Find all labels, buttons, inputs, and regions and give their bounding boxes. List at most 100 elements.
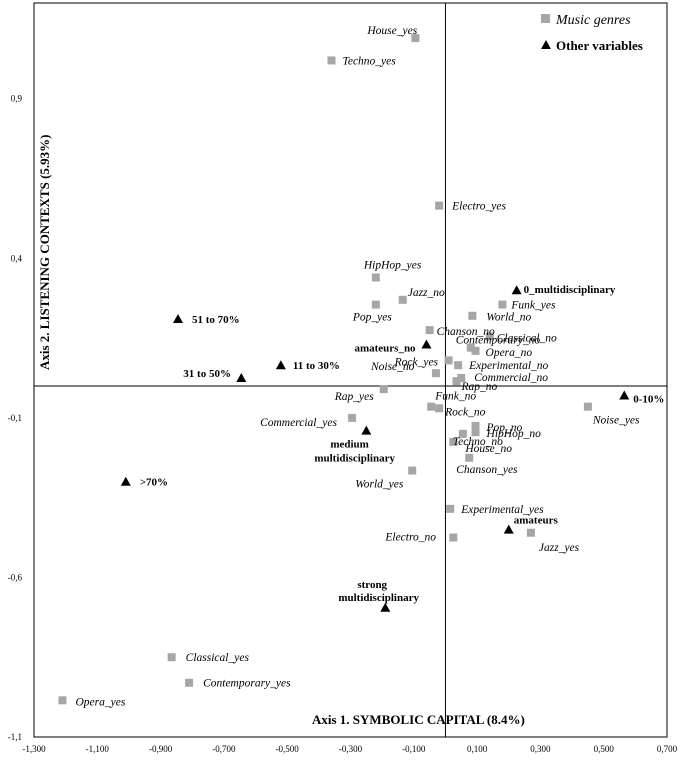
genre-label-hiphop-yes: HipHop_yes bbox=[363, 259, 422, 271]
genre-point-electro-yes bbox=[435, 201, 444, 210]
genre-label-techno-yes: Techno_yes bbox=[343, 55, 397, 67]
x-tick-label: 0,100 bbox=[467, 744, 488, 754]
point-labels: House_yes Techno_yes Electro_yes HipHop_yes… bbox=[75, 25, 664, 708]
x-tick-label: 0,300 bbox=[530, 744, 551, 754]
genre-label-classical-yes: Classical_yes bbox=[186, 652, 250, 664]
genre-label-electro-no: Electro_no bbox=[384, 532, 436, 544]
variable-label-70: >70% bbox=[140, 477, 168, 489]
genre-label-jazz-no: Jazz_no bbox=[408, 287, 445, 299]
genre-point-opera-no bbox=[471, 346, 480, 355]
genre-point-funk-yes bbox=[498, 300, 507, 309]
genre-label-commercial-no: Commercial_no bbox=[474, 372, 548, 384]
genre-label-rock-yes: Rock_yes bbox=[394, 356, 439, 368]
genre-point-classical-yes bbox=[167, 653, 176, 662]
y-axis-title: Axis 2. LISTENING CONTEXTS (5.93%) bbox=[37, 135, 52, 371]
genre-point-techno-no bbox=[458, 429, 467, 438]
genre-point-experimental-yes bbox=[446, 504, 455, 513]
genre-label-opera-no: Opera_no bbox=[486, 347, 533, 359]
genre-point-house-no bbox=[449, 437, 458, 446]
variable-point-51-to-70 bbox=[173, 313, 184, 323]
legend: Music genres Other variables bbox=[541, 13, 643, 53]
variable-point-0-10 bbox=[619, 390, 630, 400]
variable-label-0-multidisciplinary: 0_multidisciplinary bbox=[524, 284, 616, 296]
x-tick-label: -1,100 bbox=[86, 744, 110, 754]
genre-label-jazz-yes: Jazz_yes bbox=[539, 542, 580, 554]
variable-point-31-to-50 bbox=[236, 372, 247, 382]
genre-point-experimental-no bbox=[454, 361, 463, 370]
genre-label-house-yes: House_yes bbox=[366, 25, 417, 37]
genre-label-rap-no: Rap_no bbox=[461, 381, 498, 393]
genre-label-experimental-yes: Experimental_yes bbox=[460, 504, 544, 516]
genre-label-noise-no: Noise_no bbox=[370, 361, 415, 373]
data-points bbox=[58, 34, 630, 705]
legend-other-marker bbox=[541, 40, 551, 49]
genre-point-noise-no bbox=[431, 369, 440, 378]
genre-point-rap-no bbox=[452, 377, 461, 386]
variable-label-amateurs-no: amateurs_no bbox=[354, 342, 416, 354]
x-tick-label: -0,300 bbox=[339, 744, 363, 754]
axes bbox=[34, 3, 667, 737]
genre-label-funk-no: Funk_no bbox=[434, 391, 476, 403]
genre-label-pop-no: Pop_no bbox=[486, 422, 523, 434]
variable-label-amateurs: amateurs bbox=[514, 515, 559, 527]
genre-label-opera-yes: Opera_yes bbox=[75, 696, 125, 708]
x-tick-label: 0,700 bbox=[657, 744, 678, 754]
genre-point-rap-yes bbox=[379, 385, 388, 394]
genre-label-house-no: House_no bbox=[464, 443, 512, 455]
plot-frame bbox=[33, 2, 668, 738]
genre-point-pop-no bbox=[471, 421, 480, 430]
variable-point-medium-multidisciplinary bbox=[361, 425, 372, 435]
genre-point-jazz-no bbox=[398, 295, 407, 304]
variable-label-31-to-50: 31 to 50% bbox=[183, 368, 231, 380]
genre-point-pop-yes bbox=[371, 300, 380, 309]
x-tick-label: -0,100 bbox=[402, 744, 426, 754]
variable-label-medium-multidisciplinary: medium bbox=[330, 439, 369, 451]
variable-label-medium-multidisciplinary: multidisciplinary bbox=[314, 453, 395, 465]
genre-point-chanson-no bbox=[425, 326, 434, 335]
genre-label-contemporary-yes: Contemporary_yes bbox=[203, 678, 291, 690]
y-tick-label: -1,1 bbox=[8, 732, 22, 742]
genre-label-funk-yes: Funk_yes bbox=[510, 300, 556, 312]
x-tick-label: -0,900 bbox=[149, 744, 173, 754]
genre-point-noise-yes bbox=[583, 402, 592, 411]
genre-label-classical-no: Classical_no bbox=[497, 332, 557, 344]
y-tick-label: 0,9 bbox=[11, 94, 23, 104]
genre-point-techno-yes bbox=[327, 56, 336, 65]
genre-point-funk-no bbox=[427, 402, 436, 411]
genre-point-opera-yes bbox=[58, 696, 67, 705]
genre-point-commercial-no bbox=[457, 373, 466, 382]
variable-point-strong-multidisciplinary bbox=[380, 602, 391, 612]
x-tick-label: -1,300 bbox=[22, 744, 46, 754]
genre-label-commercial-yes: Commercial_yes bbox=[260, 417, 337, 429]
y-tick-label: -0,1 bbox=[8, 413, 22, 423]
genre-label-pop-yes: Pop_yes bbox=[352, 312, 392, 324]
variable-point-11-to-30 bbox=[275, 360, 286, 370]
x-tick-label: -0,700 bbox=[212, 744, 236, 754]
variable-point-amateurs-no bbox=[421, 339, 432, 349]
genre-point-commercial-yes bbox=[348, 413, 357, 422]
variable-label-0-10: 0-10% bbox=[633, 394, 664, 406]
variable-point-amateurs bbox=[503, 524, 514, 534]
genre-point-world-yes bbox=[408, 466, 417, 475]
genre-point-rock-no bbox=[435, 404, 444, 413]
genre-point-contemporary-yes bbox=[185, 678, 194, 687]
genre-label-noise-yes: Noise_yes bbox=[592, 415, 640, 427]
genre-label-electro-yes: Electro_yes bbox=[451, 201, 506, 213]
genre-label-contemporary-no: Contemporary_no bbox=[456, 335, 541, 347]
genre-point-electro-no bbox=[449, 533, 458, 542]
genre-point-house-yes bbox=[411, 34, 420, 43]
x-tick-label: -0,500 bbox=[276, 744, 300, 754]
genre-label-hiphop-no: HipHop_no bbox=[486, 428, 542, 440]
legend-music-label: Music genres bbox=[555, 13, 631, 28]
variable-point-0-multidisciplinary bbox=[511, 285, 522, 295]
genre-point-contemporary-no bbox=[466, 343, 475, 352]
genre-point-chanson-yes bbox=[465, 453, 474, 462]
genre-label-rap-yes: Rap_yes bbox=[334, 391, 374, 403]
x-axis-title: Axis 1. SYMBOLIC CAPITAL (8.4%) bbox=[312, 712, 525, 727]
genre-label-world-yes: World_yes bbox=[355, 479, 404, 491]
genre-point-classical-no bbox=[485, 332, 494, 341]
genre-label-chanson-no: Chanson_no bbox=[437, 326, 495, 338]
variable-label-51-to-70: 51 to 70% bbox=[192, 314, 240, 326]
variable-label-strong-multidisciplinary: multidisciplinary bbox=[338, 592, 419, 604]
